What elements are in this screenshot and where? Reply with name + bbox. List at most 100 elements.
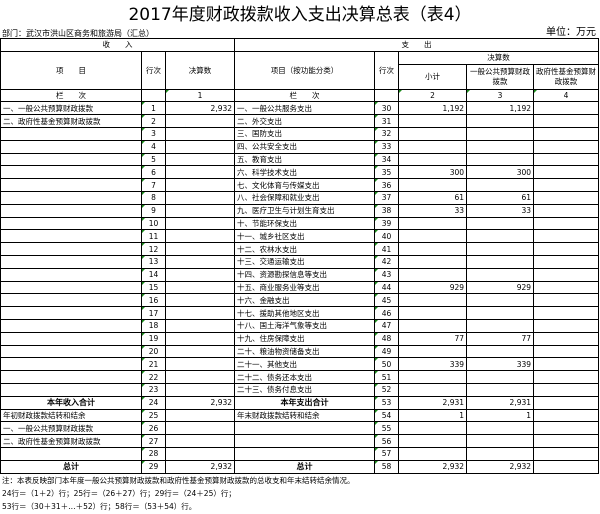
expense-item: 二十二、债务还本支出 [234,370,376,384]
income-row-no: 7 [141,178,166,192]
general-budget-header: 一般公共预算财政拨款 [466,63,535,90]
income-amount [164,318,236,333]
expense-fund [533,216,600,231]
expense-subtotal: 33 [398,203,468,218]
expense-row-no: 48 [374,331,400,346]
table-row: 7 七、文化体育与传媒支出 36 [0,178,600,192]
expense-general [466,114,535,128]
expense-general: 2,932 [466,459,535,474]
expense-general [466,229,535,244]
expense-subtotal: 77 [398,331,468,346]
expense-fund [533,190,600,205]
expense-subtotal [398,370,468,384]
expense-fund [533,139,600,154]
expense-subtotal [398,152,468,167]
income-amount [164,203,236,218]
income-header: 收 入 [0,38,236,52]
expense-row-no: 53 [374,395,400,410]
expense-general: 300 [466,165,535,180]
income-row-no: 11 [141,229,166,244]
table-row: 11 十一、城乡社区支出 40 [0,229,600,244]
income-amount: 2,932 [164,459,236,474]
expense-general: 929 [466,280,535,295]
expense-subtotal: 300 [398,165,468,180]
expense-row-no: 33 [374,139,400,154]
income-amount [164,293,236,308]
expense-row-no: 56 [374,434,400,448]
income-amount-header: 决算数 [164,50,236,90]
expense-subtotal: 1 [398,408,468,423]
income-amount [164,126,236,141]
income-item [0,306,142,320]
expense-item [234,421,376,436]
amount-group-header: 决算数 [398,50,600,65]
table-row: 12 十二、农林水支出 41 [0,242,600,256]
table-row: 10 十、节能环保支出 39 [0,216,600,231]
table-row: 28 57 [0,446,600,461]
expense-subtotal: 1,192 [398,101,468,116]
expense-item: 十七、援助其他地区支出 [234,306,376,320]
expense-fund [533,434,600,448]
notes: 注：本表反映部门本年度一般公共预算财政拨款和政府性基金预算财政拨款的总收支和年末… [2,474,355,513]
income-item [0,126,142,141]
income-amount [164,152,236,167]
expense-subtotal: 339 [398,357,468,372]
expense-item: 十六、金融支出 [234,293,376,308]
income-item [0,267,142,282]
expense-fund [533,203,600,218]
income-amount [164,382,236,397]
expense-subtotal [398,267,468,282]
income-item: 本年收入合计 [0,395,142,410]
income-row-no: 17 [141,306,166,320]
expense-general: 339 [466,357,535,372]
income-row-no: 2 [141,114,166,128]
income-item [0,370,142,384]
expense-item: 八、社会保障和就业支出 [234,190,376,205]
note-line: 53行＝（30＋31＋…＋52）行；58行＝（53＋54）行。 [2,502,197,511]
col-1: 1 [164,88,236,103]
expense-general: 1 [466,408,535,423]
expense-item: 九、医疗卫生与计划生育支出 [234,203,376,218]
expense-item: 三、国防支出 [234,126,376,141]
expense-fund [533,114,600,128]
expense-fund [533,293,600,308]
income-amount [164,344,236,359]
expense-subtotal [398,216,468,231]
note-line: 注：本表反映部门本年度一般公共预算财政拨款和政府性基金预算财政拨款的总收支和年末… [2,476,355,485]
table-row: 3 三、国防支出 32 [0,126,600,141]
expense-item: 十二、农林水支出 [234,242,376,256]
expense-subtotal [398,446,468,461]
income-row-no: 21 [141,357,166,372]
expense-fund [533,126,600,141]
income-amount [164,242,236,256]
expense-general: 33 [466,203,535,218]
expense-item: 六、科学技术支出 [234,165,376,180]
income-item [0,254,142,269]
expense-general [466,446,535,461]
income-item: 二、政府性基金预算财政拨款 [0,114,142,128]
income-item [0,357,142,372]
expense-fund [533,408,600,423]
income-item: 总计 [0,459,142,474]
expense-fund [533,101,600,116]
unit-label: 单位：万元 [546,27,596,38]
expense-item [234,446,376,461]
income-item [0,382,142,397]
income-item [0,242,142,256]
expense-fund [533,446,600,461]
expense-subtotal [398,421,468,436]
expense-fund [533,152,600,167]
income-row-no: 15 [141,280,166,295]
income-amount [164,216,236,231]
expense-item: 年末财政拨款结转和结余 [234,408,376,423]
income-item-header: 项 目 [0,50,142,90]
expense-fund [533,254,600,269]
expense-row-no: 36 [374,178,400,192]
table-row: 二、政府性基金预算财政拨款 27 56 [0,434,600,448]
expense-general [466,370,535,384]
expense-fund [533,421,600,436]
income-row-no: 20 [141,344,166,359]
expense-subtotal [398,254,468,269]
expense-subtotal [398,318,468,333]
expense-general [466,216,535,231]
